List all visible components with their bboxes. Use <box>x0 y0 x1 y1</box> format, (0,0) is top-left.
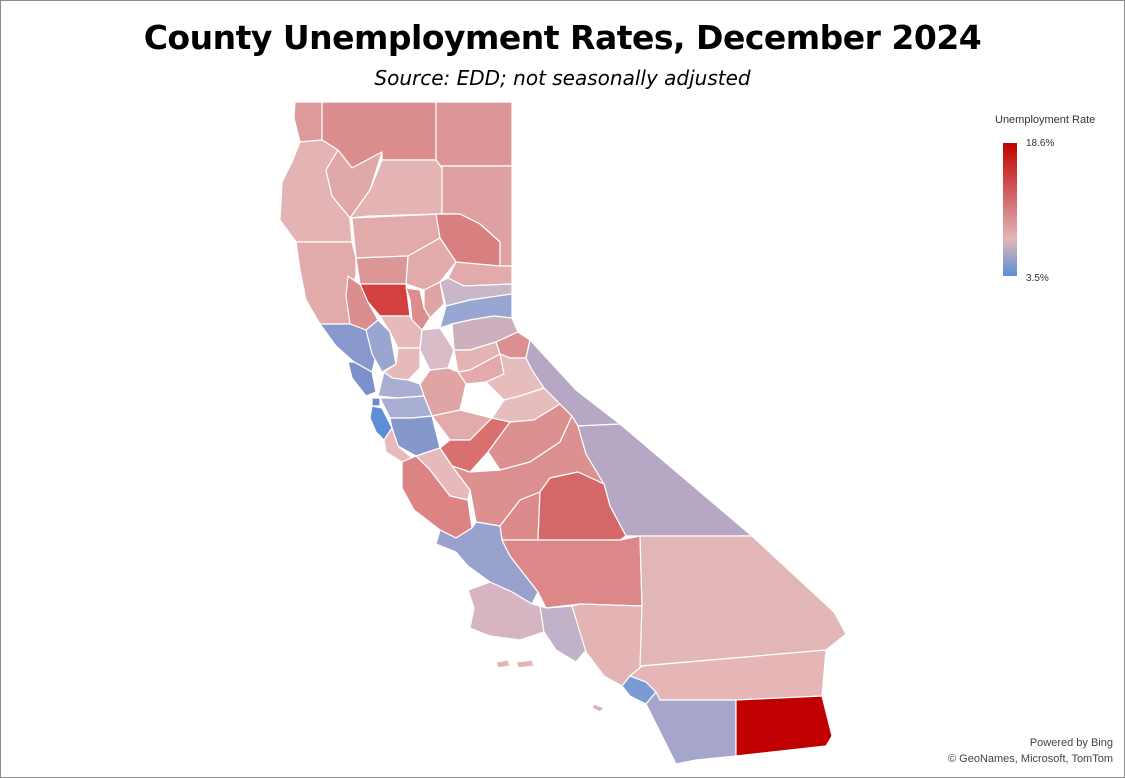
county-alameda <box>379 395 433 419</box>
county-glenn <box>355 255 409 285</box>
legend-title: Unemployment Rate <box>995 114 1096 126</box>
county-humboldt <box>279 139 353 243</box>
county-san-bernardino <box>639 535 847 667</box>
attribution-copyright: © GeoNames, Microsoft, TomTom <box>948 753 1113 765</box>
island-santa-cruz <box>515 659 535 669</box>
county-modoc <box>435 101 513 167</box>
island-santa-rosa <box>495 659 511 669</box>
county-sacramento <box>419 327 455 371</box>
county-ventura <box>539 605 587 663</box>
attribution-powered: Powered by Bing <box>1029 737 1113 749</box>
legend-color-bar <box>1003 143 1017 276</box>
island-catalina <box>591 703 605 713</box>
county-del-norte <box>293 101 323 143</box>
county-marin <box>347 361 377 397</box>
county-imperial <box>735 695 833 757</box>
county-mono <box>525 339 621 427</box>
legend-max-label: 18.6% <box>1026 138 1055 149</box>
map-subtitle: Source: EDD; not seasonally adjusted <box>374 66 751 90</box>
map-title: County Unemployment Rates, December 2024 <box>143 18 982 57</box>
legend-min-label: 3.5% <box>1026 273 1049 284</box>
county-yuba <box>423 281 445 319</box>
county-san-diego <box>645 691 737 765</box>
county-san-francisco <box>371 397 381 407</box>
